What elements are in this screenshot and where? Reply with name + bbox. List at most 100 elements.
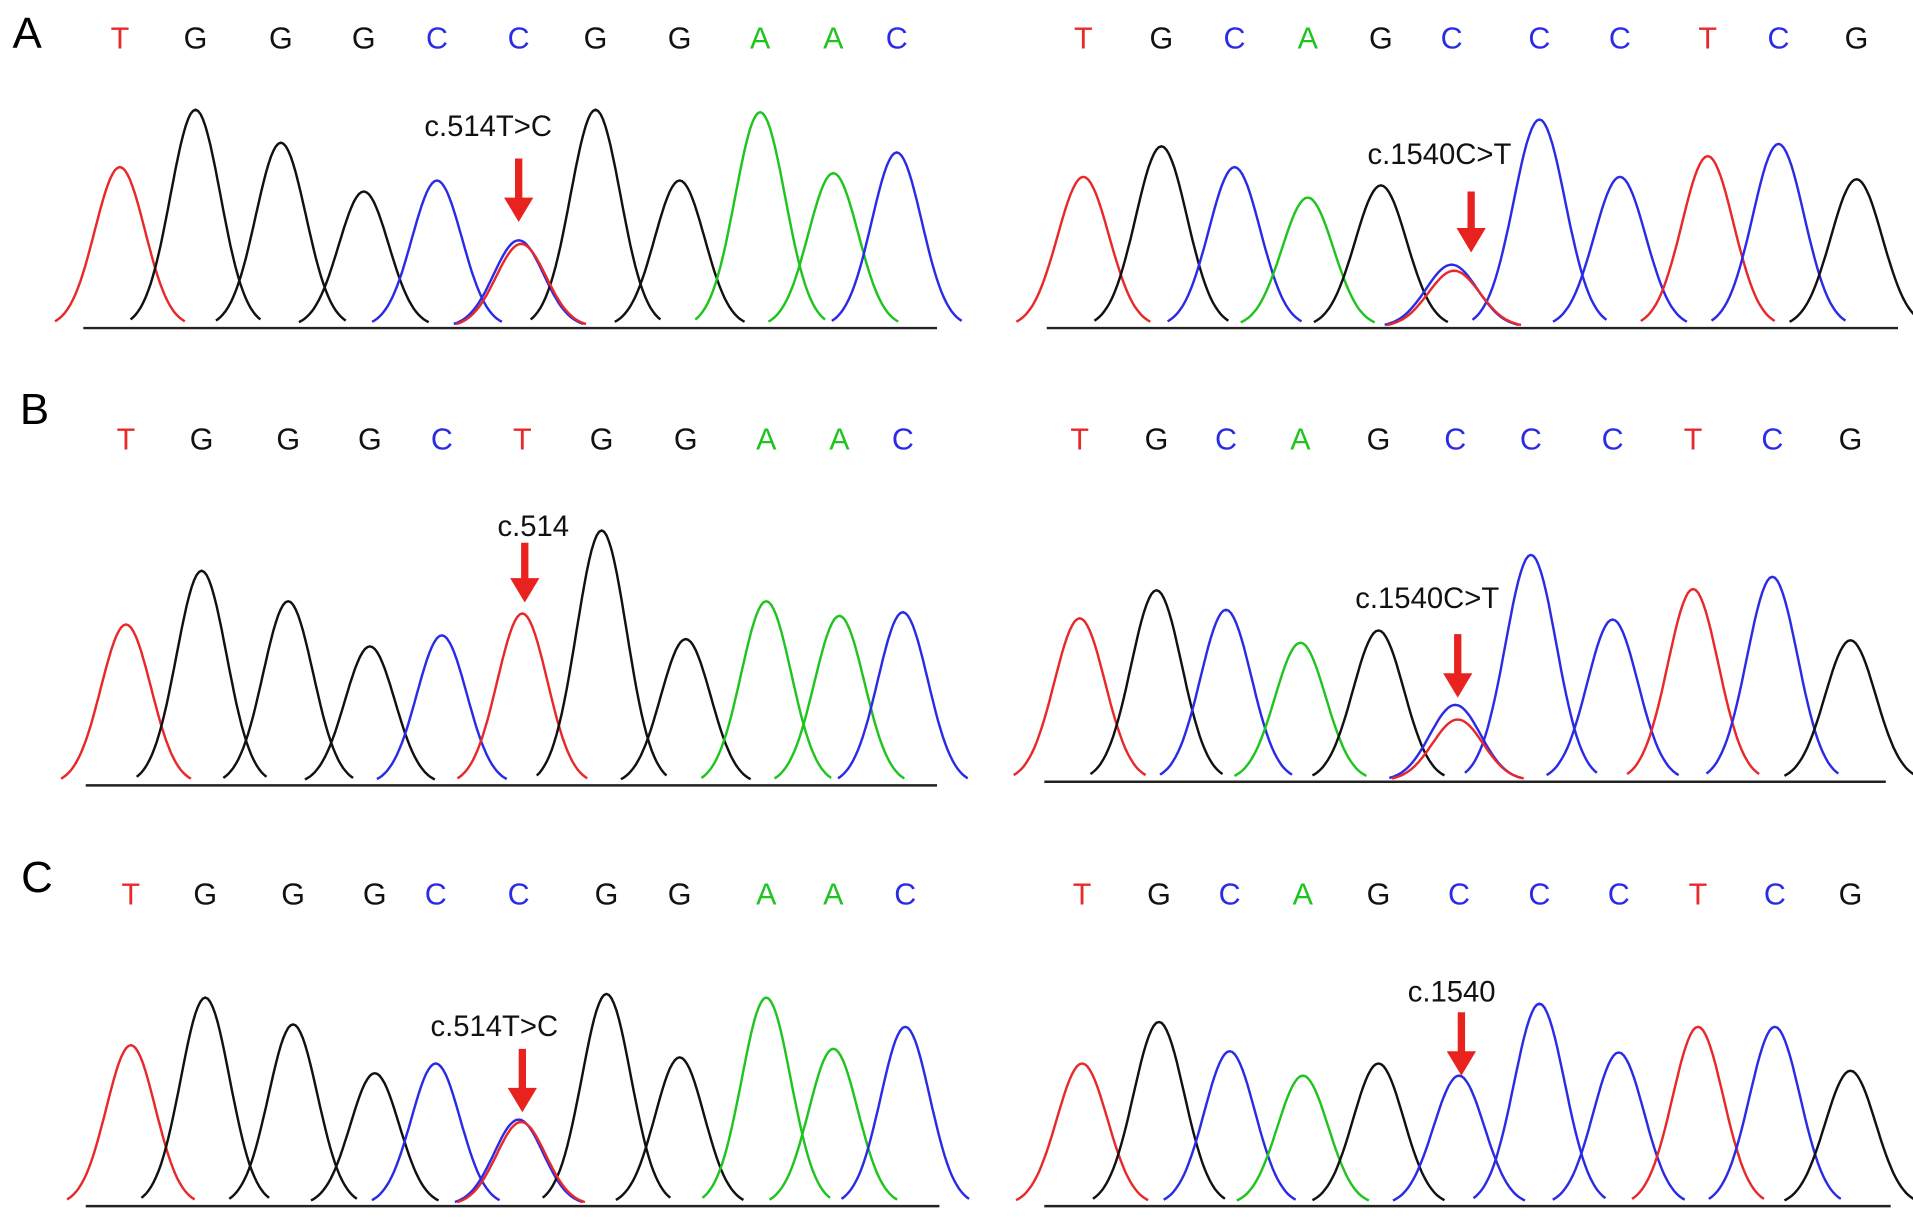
base-call: G [590,423,614,457]
peak [1163,1049,1297,1201]
base-call: G [668,21,692,55]
base-call: C [892,423,914,457]
base-call: C [886,21,908,55]
base-call: G [668,877,692,911]
peak [840,1025,970,1200]
base-call: T [1073,877,1092,911]
peak [1552,175,1688,323]
peak [1015,1062,1149,1202]
panel-label: B [20,385,49,434]
base-call: C [431,423,453,457]
base-call: A [756,877,777,911]
secondary-peak [456,1120,586,1204]
base-call: G [1367,877,1391,911]
base-call: T [1684,423,1703,457]
base-call: T [1689,877,1708,911]
base-call: C [425,877,447,911]
base-call: A [829,423,850,457]
peak [222,599,354,779]
peak [831,151,963,322]
peak [135,569,268,778]
peak [768,1047,898,1201]
peak [767,171,899,323]
peak [1233,641,1367,777]
base-call: T [111,21,130,55]
peak [1311,1062,1446,1202]
peak [694,110,826,321]
secondary-peak [1391,718,1525,780]
base-call: A [823,21,844,55]
arrow-head [507,1087,537,1113]
base-call: C [1608,877,1630,911]
peak [773,614,906,780]
base-call: A [756,423,777,457]
base-call: G [190,423,214,457]
peak [541,992,672,1199]
peak [54,165,186,323]
base-call: G [358,423,382,457]
peak [1708,1025,1842,1200]
peak [1626,587,1760,776]
base-call: A [750,21,771,55]
base-call: G [584,21,608,55]
peak [535,529,668,777]
base-call: C [1520,423,1542,457]
base-call: C [1528,21,1550,55]
peak [1166,165,1303,323]
base-call: C [1767,21,1789,55]
secondary-peak [1386,269,1522,327]
base-call: G [276,423,300,457]
base-call: G [1839,423,1863,457]
base-call: C [426,21,448,55]
panel-label: A [13,9,43,58]
peak [1472,1002,1607,1200]
peak [1546,618,1680,777]
base-call: C [1215,423,1237,457]
peak [700,599,832,779]
peak [228,1023,358,1200]
base-call: C [1528,877,1550,911]
peak [1640,154,1776,323]
peak [304,645,436,781]
base-call: A [823,877,844,911]
mutation-label: c.1540C>T [1367,139,1511,171]
base-call: C [1761,423,1783,457]
base-call: G [1839,877,1863,911]
arrow-head [1456,228,1486,253]
peak [1236,1074,1370,1202]
base-call: G [193,877,217,911]
peak [614,179,746,323]
peak [1013,617,1147,777]
base-call: A [1290,423,1311,457]
peak [1015,175,1151,323]
peak [1631,1025,1765,1200]
peak [1710,142,1847,322]
peak [140,996,270,1199]
base-call: G [1150,21,1174,55]
base-call: G [1369,21,1393,55]
peak [1392,1074,1526,1202]
peak [66,1043,196,1201]
base-call: C [1602,423,1624,457]
peak [129,108,262,321]
peak [1783,1069,1913,1202]
base-call: C [1219,877,1241,911]
base-call: G [1367,423,1391,457]
base-call: C [1441,21,1463,55]
base-call: C [1609,21,1631,55]
panel-label: C [21,853,53,902]
peak [454,1118,583,1204]
peak [529,108,662,321]
base-call: C [508,877,530,911]
base-call: G [595,877,619,911]
base-call: C [1224,21,1246,55]
mutation-label: c.514 [498,511,570,543]
peak [1159,608,1293,776]
peak [215,141,347,322]
mutation-label: c.514T>C [424,111,552,143]
peak [1240,196,1376,324]
peak [1552,1051,1686,1201]
peak [1089,588,1224,776]
peak [376,634,508,781]
